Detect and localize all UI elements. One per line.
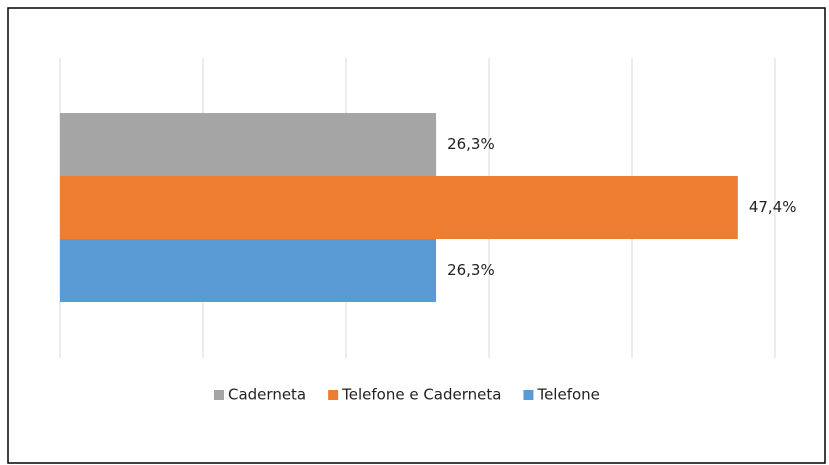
data-label: 26,3% — [447, 261, 495, 279]
legend-label: Telefone — [536, 386, 599, 404]
legend-swatch — [328, 390, 339, 400]
bar — [60, 239, 437, 302]
data-label: 26,3% — [447, 135, 495, 153]
data-label: 47,4% — [749, 198, 797, 216]
legend-swatch — [214, 390, 224, 400]
bar — [60, 176, 738, 239]
legend-swatch — [523, 390, 534, 400]
bar — [60, 113, 437, 176]
legend-label: Caderneta — [228, 386, 306, 404]
legend-label: Telefone e Caderneta — [341, 386, 501, 404]
